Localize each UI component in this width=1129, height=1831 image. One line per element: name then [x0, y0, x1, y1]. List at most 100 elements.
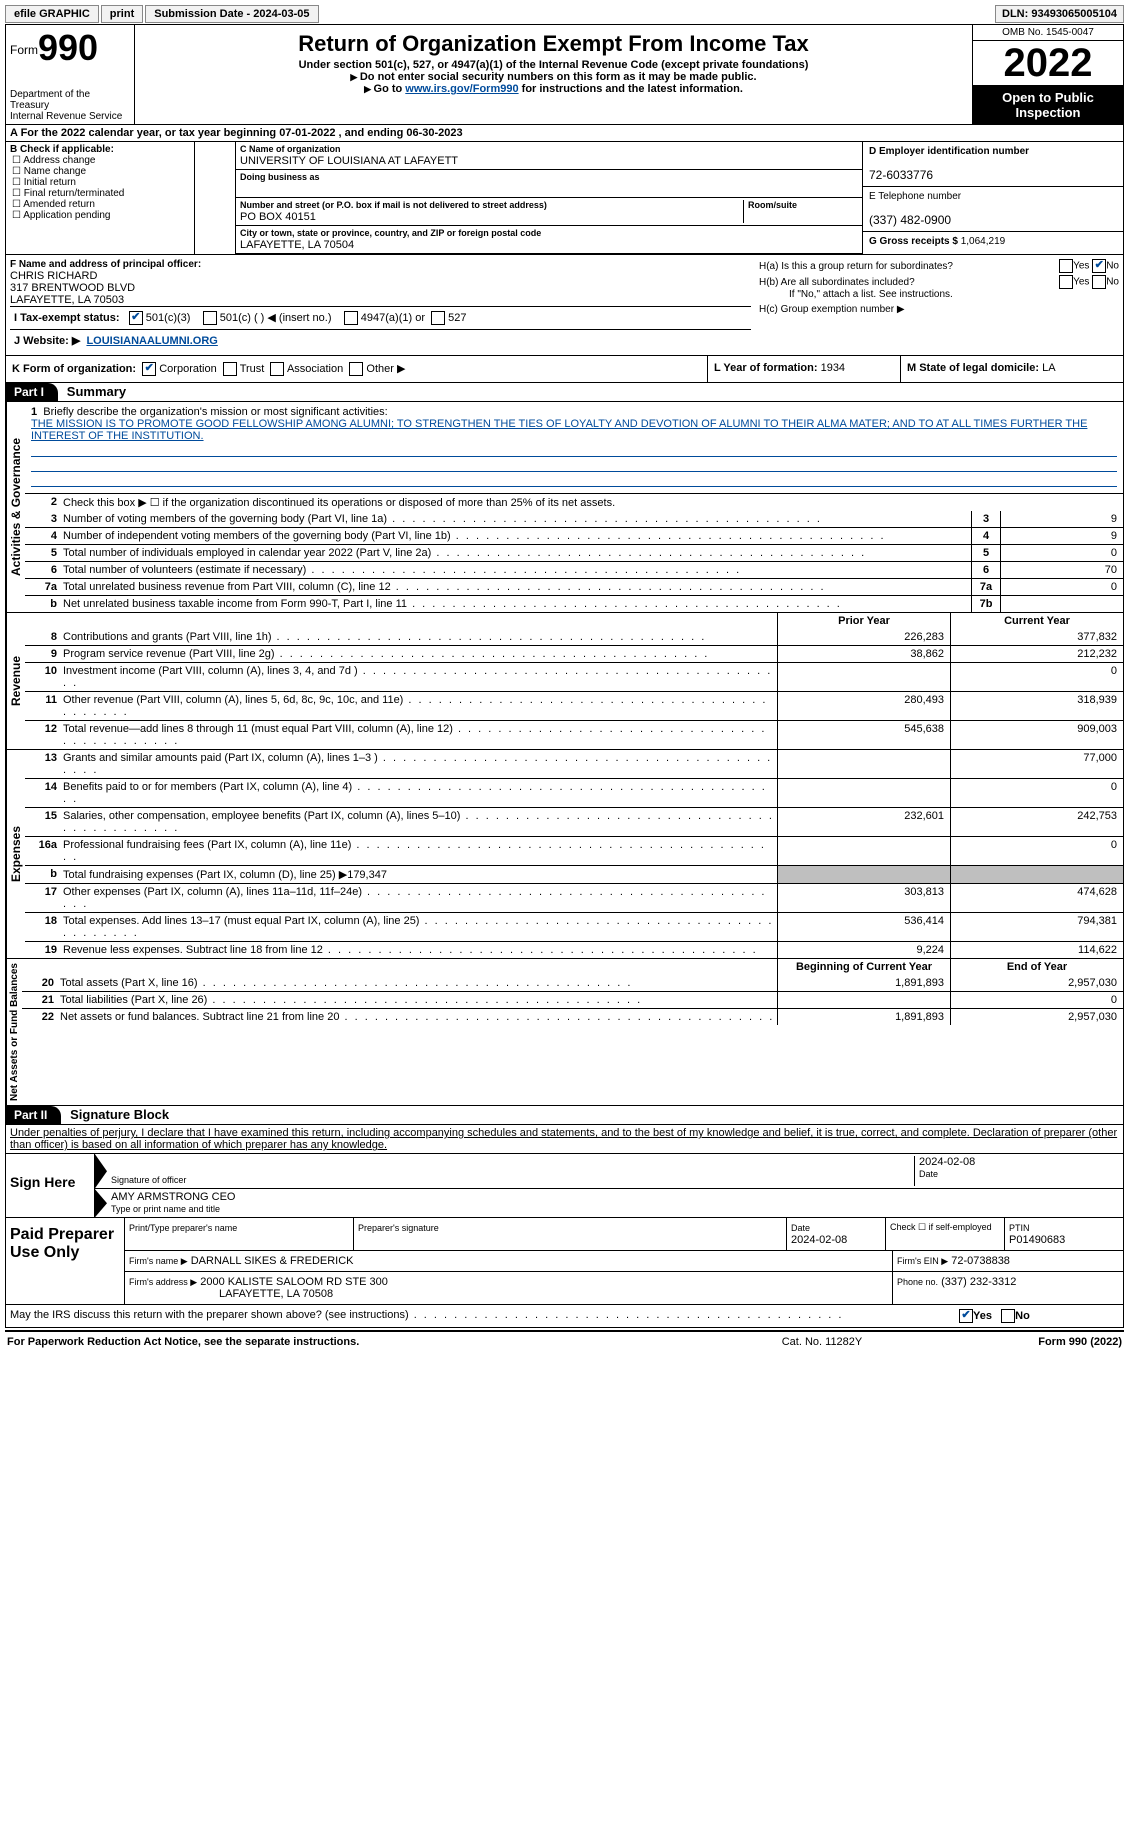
summary-line-6: 6 Total number of volunteers (estimate i… [25, 561, 1123, 578]
footer-cat: Cat. No. 11282Y [722, 1336, 922, 1348]
cb-amended[interactable]: ☐ Amended return [10, 199, 190, 210]
cb-assoc[interactable] [270, 362, 284, 376]
omb-number: OMB No. 1545-0047 [973, 25, 1123, 41]
sig-date: 2024-02-08 [919, 1156, 975, 1168]
hb-no[interactable] [1092, 275, 1106, 289]
form-title: Return of Organization Exempt From Incom… [139, 31, 968, 57]
dln-label: DLN: 93493065005104 [995, 5, 1124, 23]
irs-link[interactable]: www.irs.gov/Form990 [405, 83, 518, 95]
may-irs-yes[interactable]: ✔ [959, 1309, 973, 1323]
vtab-netassets: Net Assets or Fund Balances [6, 959, 22, 1105]
ein-value: 72-6033776 [869, 168, 933, 182]
line-klm: K Form of organization: ✔ Corporation Tr… [5, 356, 1124, 383]
officer-name: CHRIS RICHARD [10, 270, 97, 282]
page-footer: For Paperwork Reduction Act Notice, see … [5, 1330, 1124, 1352]
phone-label: E Telephone number [869, 191, 961, 202]
cb-527[interactable] [431, 311, 445, 325]
part1-tag: Part I [6, 383, 58, 401]
summary-line-22: 22 Net assets or fund balances. Subtract… [22, 1008, 1123, 1025]
ssn-note: Do not enter social security numbers on … [139, 71, 968, 83]
box-h: H(a) Is this a group return for subordin… [755, 255, 1123, 355]
ha-no[interactable]: ✔ [1092, 259, 1106, 273]
goto-note: Go to www.irs.gov/Form990 for instructio… [139, 83, 968, 95]
cb-4947[interactable] [344, 311, 358, 325]
cb-501c3[interactable]: ✔ [129, 311, 143, 325]
line-a-tax-year: A For the 2022 calendar year, or tax yea… [5, 125, 1124, 142]
line-2: Check this box ▶ ☐ if the organization d… [61, 494, 1123, 511]
year-formation: 1934 [821, 362, 845, 374]
cb-initial-return[interactable]: ☐ Initial return [10, 177, 190, 188]
officer-addr2: LAFAYETTE, LA 70503 [10, 294, 124, 306]
cb-other[interactable] [349, 362, 363, 376]
summary-line-15: 15 Salaries, other compensation, employe… [25, 807, 1123, 836]
paid-preparer-block: Paid Preparer Use Only Print/Type prepar… [5, 1218, 1124, 1305]
firm-name: DARNALL SIKES & FREDERICK [191, 1255, 354, 1267]
part2-header: Part II Signature Block [5, 1106, 1124, 1125]
box-b: B Check if applicable: ☐ Address change … [6, 142, 195, 254]
cb-trust[interactable] [223, 362, 237, 376]
summary-line-b: b Total fundraising expenses (Part IX, c… [25, 865, 1123, 883]
addr-label: Number and street (or P.O. box if mail i… [240, 200, 547, 210]
open-inspection: Open to Public Inspection [973, 86, 1123, 124]
cb-501c[interactable] [203, 311, 217, 325]
line-1: 1 Briefly describe the organization's mi… [25, 402, 1123, 493]
submission-date: Submission Date - 2024-03-05 [145, 5, 318, 23]
line-j: J Website: ▶ LOUISIANAALUMNI.ORG [10, 329, 751, 351]
summary-line-4: 4 Number of independent voting members o… [25, 527, 1123, 544]
hc-label: H(c) Group exemption number ▶ [759, 304, 1119, 315]
room-label: Room/suite [748, 200, 797, 210]
paid-preparer-label: Paid Preparer Use Only [6, 1218, 124, 1304]
summary-line-18: 18 Total expenses. Add lines 13–17 (must… [25, 912, 1123, 941]
officer-typed-name: AMY ARMSTRONG CEO [111, 1191, 235, 1203]
summary-line-14: 14 Benefits paid to or for members (Part… [25, 778, 1123, 807]
summary-netassets: Net Assets or Fund Balances Beginning of… [5, 959, 1124, 1106]
may-irs-discuss: May the IRS discuss this return with the… [5, 1305, 1124, 1328]
part2-title: Signature Block [64, 1107, 169, 1122]
firm-phone: (337) 232-3312 [941, 1276, 1016, 1288]
form-meta-box: OMB No. 1545-0047 2022 Open to Public In… [972, 25, 1123, 124]
summary-line-8: 8 Contributions and grants (Part VIII, l… [25, 629, 1123, 645]
ptin-value: P01490683 [1009, 1234, 1065, 1246]
city-label: City or town, state or province, country… [240, 228, 541, 238]
org-name-label: C Name of organization [240, 144, 341, 154]
hb-note: If "No," attach a list. See instructions… [759, 289, 1119, 300]
summary-line-19: 19 Revenue less expenses. Subtract line … [25, 941, 1123, 958]
may-irs-no[interactable] [1001, 1309, 1015, 1323]
gross-label: G Gross receipts $ [869, 236, 958, 247]
block-fhij: F Name and address of principal officer:… [5, 255, 1124, 356]
tax-year: 2022 [973, 41, 1123, 86]
summary-line-11: 11 Other revenue (Part VIII, column (A),… [25, 691, 1123, 720]
sig-officer-label: Signature of officer [111, 1175, 186, 1185]
ein-label: D Employer identification number [869, 146, 1029, 157]
summary-line-21: 21 Total liabilities (Part X, line 26) 0 [22, 991, 1123, 1008]
summary-expenses: Expenses 13 Grants and similar amounts p… [5, 750, 1124, 959]
officer-addr1: 317 BRENTWOOD BLVD [10, 282, 135, 294]
col-begin: Beginning of Current Year [777, 959, 950, 975]
sign-here-block: Sign Here Signature of officer 2024-02-0… [5, 1154, 1124, 1218]
self-employed-check[interactable]: Check ☐ if self-employed [886, 1218, 1005, 1250]
cb-corp[interactable]: ✔ [142, 362, 156, 376]
summary-line-5: 5 Total number of individuals employed i… [25, 544, 1123, 561]
sign-here-label: Sign Here [6, 1154, 94, 1217]
form-word: Form [10, 43, 38, 57]
summary-line-7b: b Net unrelated business taxable income … [25, 595, 1123, 612]
cb-app-pending[interactable]: ☐ Application pending [10, 210, 190, 221]
footer-left: For Paperwork Reduction Act Notice, see … [7, 1336, 722, 1348]
dba-label: Doing business as [240, 172, 320, 182]
form-number: 990 [38, 27, 98, 68]
part1-title: Summary [61, 384, 126, 399]
cb-name-change[interactable]: ☐ Name change [10, 166, 190, 177]
summary-line-16a: 16a Professional fundraising fees (Part … [25, 836, 1123, 865]
gross-value: 1,064,219 [961, 236, 1006, 247]
website-link[interactable]: LOUISIANAALUMNI.ORG [86, 335, 217, 347]
city-value: LAFAYETTE, LA 70504 [240, 239, 354, 251]
cb-final-return[interactable]: ☐ Final return/terminated [10, 188, 190, 199]
print-button[interactable]: print [101, 5, 143, 23]
hb-yes[interactable] [1059, 275, 1073, 289]
state-domicile: LA [1042, 362, 1055, 374]
cb-address-change[interactable]: ☐ Address change [10, 155, 190, 166]
ha-yes[interactable] [1059, 259, 1073, 273]
firm-addr2: LAFAYETTE, LA 70508 [129, 1288, 333, 1300]
officer-label: F Name and address of principal officer: [10, 259, 201, 270]
summary-line-9: 9 Program service revenue (Part VIII, li… [25, 645, 1123, 662]
